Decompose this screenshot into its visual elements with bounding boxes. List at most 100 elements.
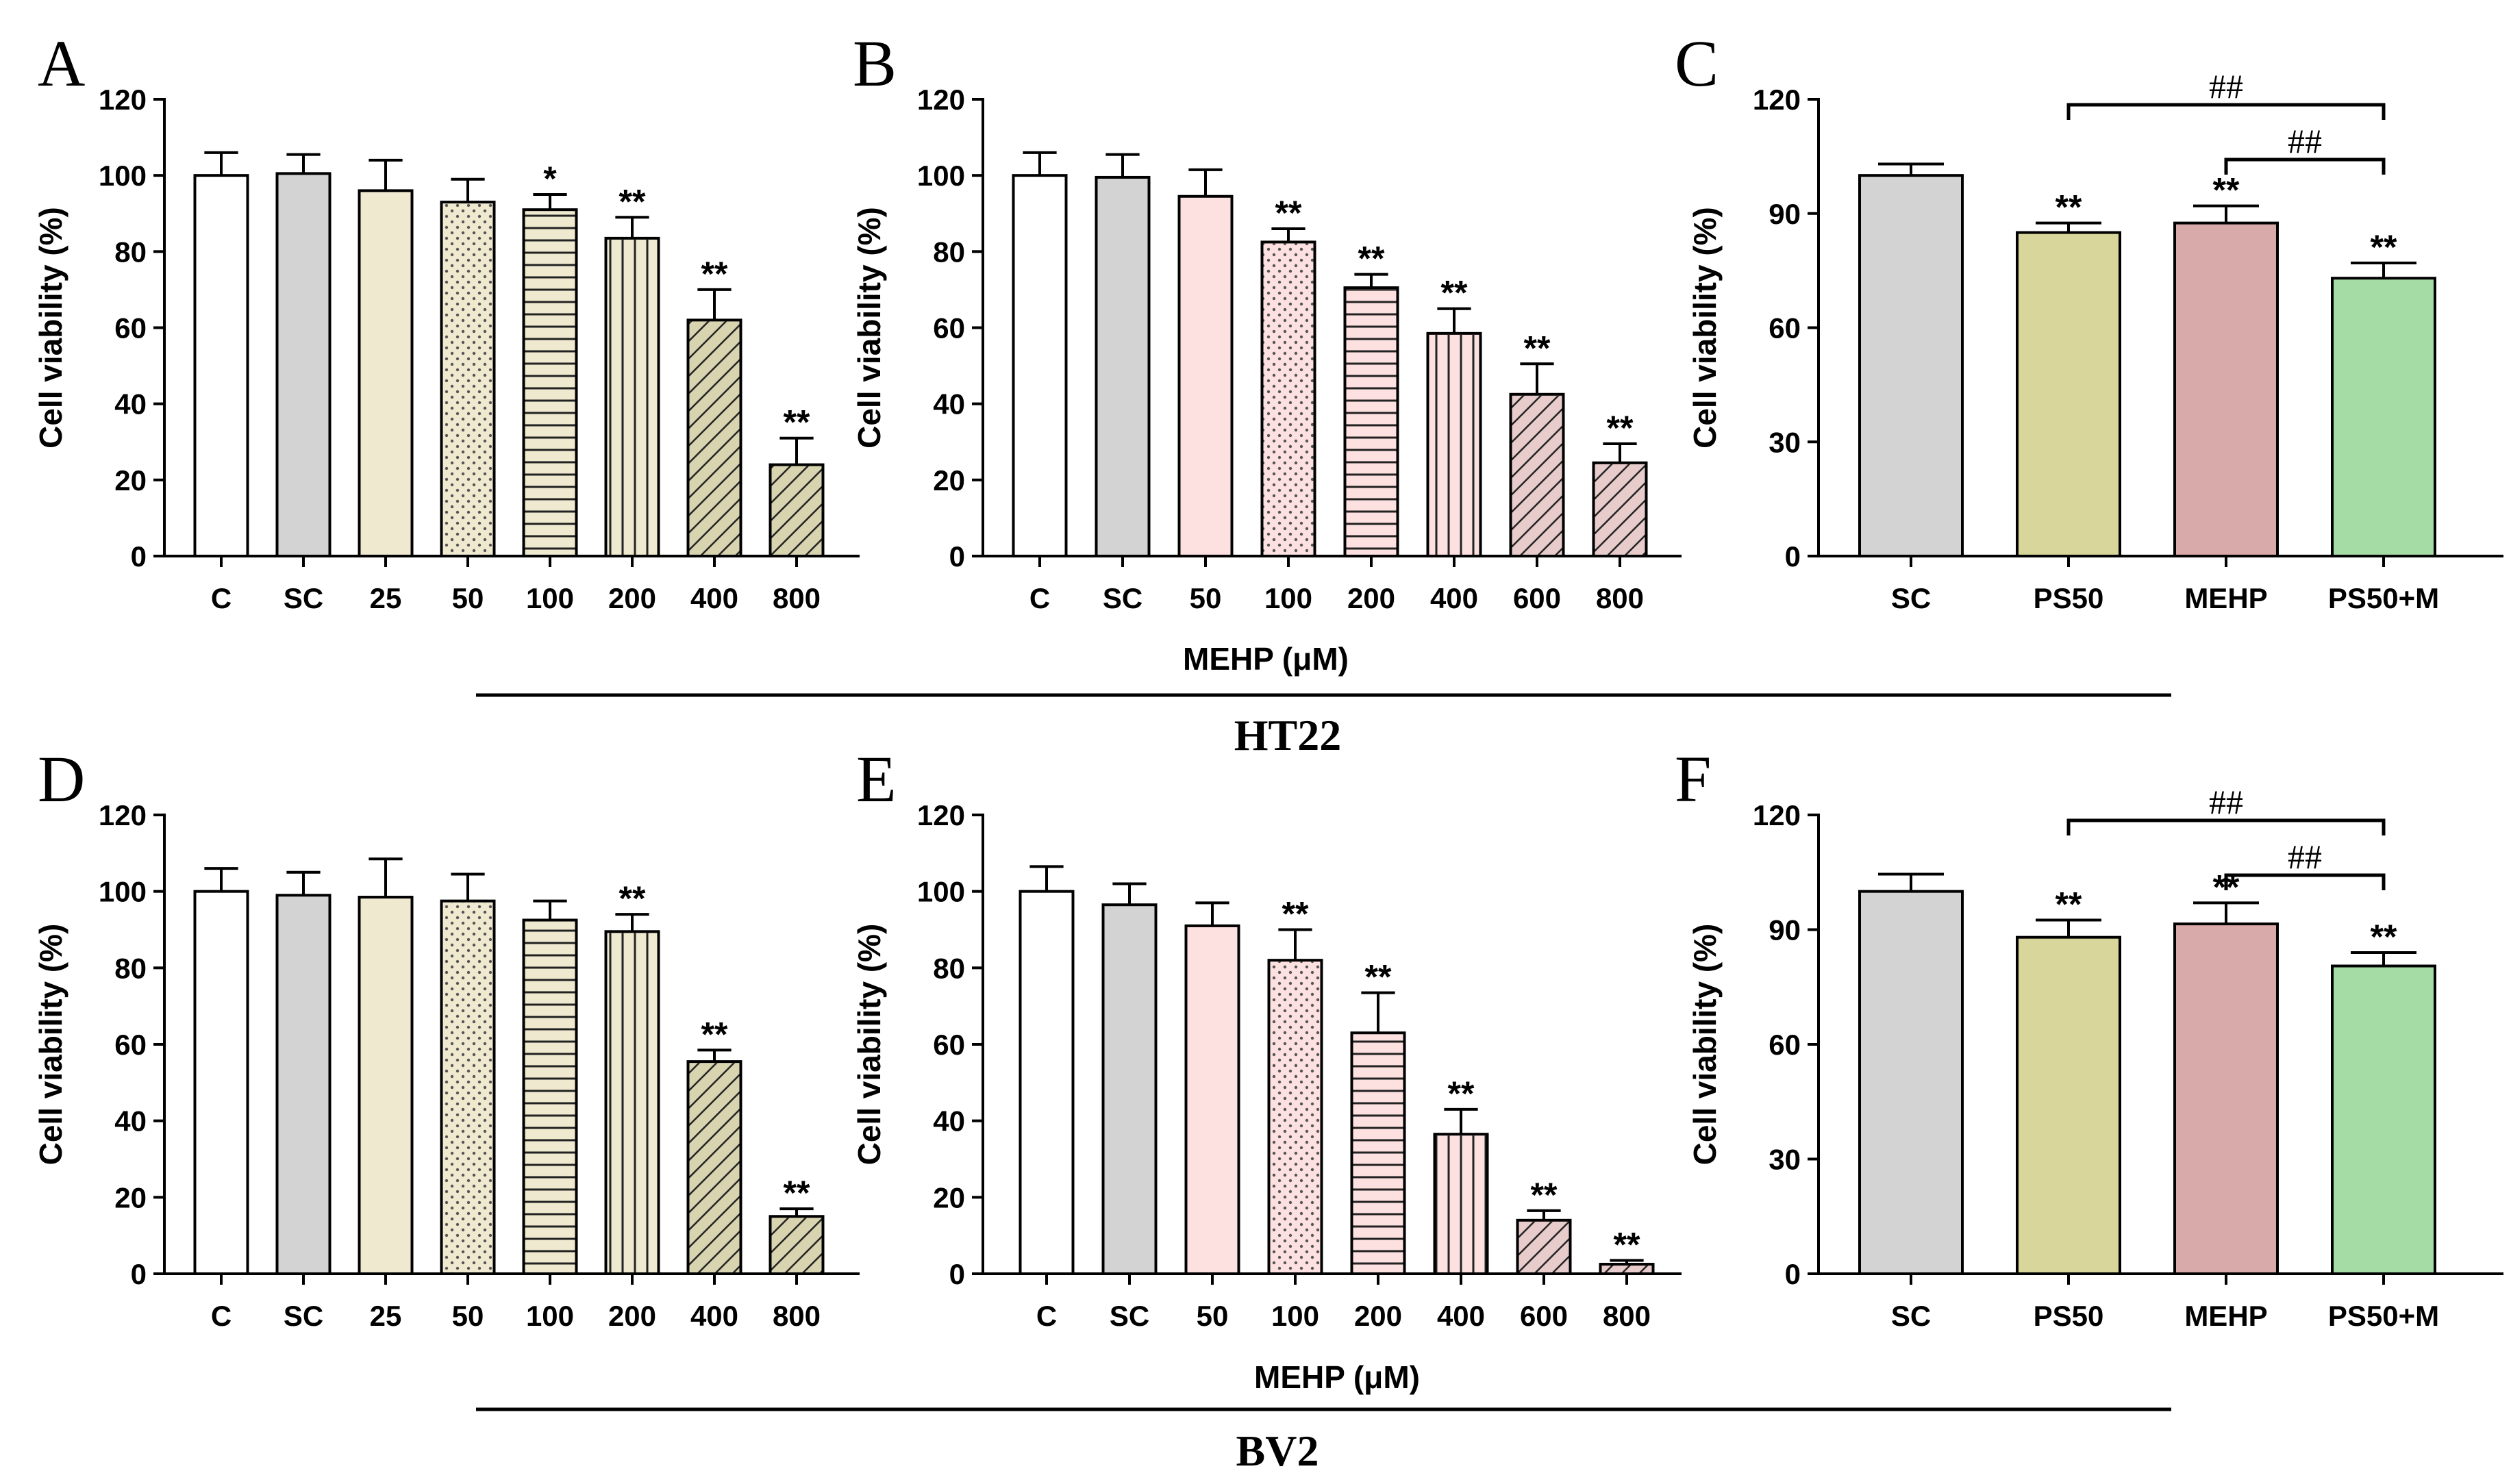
bar-pattern <box>689 321 740 555</box>
significance-mark: ** <box>784 403 810 442</box>
x-tick-label: 100 <box>1271 1300 1319 1332</box>
bar-pattern <box>1601 1266 1652 1272</box>
x-tick-label: 50 <box>1190 582 1222 614</box>
y-tick-label: 90 <box>1769 198 1801 230</box>
bar-pattern <box>1512 395 1562 555</box>
comparison-bracket <box>2224 873 2386 890</box>
bar <box>193 890 249 1275</box>
comparison-label: ## <box>2209 67 2243 105</box>
x-tick-label: 25 <box>370 582 402 614</box>
y-tick-label: 120 <box>99 799 147 831</box>
x-tick-label: 400 <box>690 582 738 614</box>
bar <box>1177 194 1234 557</box>
significance-mark: ** <box>1441 274 1468 312</box>
bar <box>2173 922 2279 1275</box>
bar <box>2016 231 2121 557</box>
panel-e: E Cell viability (%) 0 20 40 60 80 100 120 C SC 50 *… <box>851 742 1682 1332</box>
panel-letter: B <box>853 27 897 100</box>
y-tick-label: 80 <box>114 236 147 268</box>
y-tick-label: 20 <box>114 1181 147 1213</box>
x-tick-label: SC <box>284 582 323 614</box>
x-tick-label: 200 <box>608 582 656 614</box>
significance-mark: ** <box>1275 194 1302 232</box>
y-tick-label: 60 <box>933 1029 965 1061</box>
y-tick-label: 0 <box>131 540 147 573</box>
y-tick-label: 80 <box>114 952 147 984</box>
x-tick-label: 50 <box>1197 1300 1229 1332</box>
significance-mark: ** <box>701 255 728 293</box>
y-tick-label: 100 <box>917 876 965 908</box>
bar-pattern <box>525 211 575 555</box>
x-tick-label: PS50 <box>2034 1300 2104 1332</box>
x-tick-label: 400 <box>1430 582 1478 614</box>
panel-letter: F <box>1675 742 1711 816</box>
significance-mark: ** <box>1365 958 1392 996</box>
bar-pattern <box>442 203 493 555</box>
comparison-label: ## <box>2288 122 2322 160</box>
x-tick-label: MEHP <box>2184 1300 2267 1332</box>
bar <box>193 174 249 557</box>
bar <box>358 896 414 1275</box>
y-tick-label: 60 <box>1769 1029 1801 1061</box>
significance-mark: ** <box>1358 240 1385 278</box>
y-tick-label: 80 <box>933 236 965 268</box>
bar <box>1095 175 1151 557</box>
x-tick-label: SC <box>1891 582 1931 614</box>
bar-pattern <box>1519 1221 1569 1272</box>
x-tick-label: 800 <box>773 1300 821 1332</box>
y-tick-label: 120 <box>99 84 147 116</box>
x-tick-label: C <box>211 1300 232 1332</box>
panel-d: D Cell viability (%) 0 20 40 60 80 100 120 C SC 25 5… <box>33 742 860 1332</box>
y-tick-label: 40 <box>114 388 147 420</box>
y-tick-label: 100 <box>99 876 147 908</box>
y-tick-label: 90 <box>1769 914 1801 946</box>
x-tick-label: C <box>211 582 232 614</box>
y-tick-label: 0 <box>1785 540 1801 573</box>
significance-mark: ** <box>1282 895 1309 933</box>
bar <box>1858 890 1964 1275</box>
comparison-label: ## <box>2209 783 2243 821</box>
x-tick-label: 400 <box>690 1300 738 1332</box>
shared-xlabel-top: MEHP (μM) <box>1183 641 1349 677</box>
bar <box>1184 924 1240 1275</box>
panel-f: F Cell viability (%) 0 30 60 90 120 SC ** PS50 ** M… <box>1675 742 2503 1332</box>
bar-pattern <box>442 902 493 1272</box>
x-tick-label: 200 <box>1354 1300 1402 1332</box>
y-tick-label: 80 <box>933 952 965 984</box>
panel-letter: C <box>1675 27 1719 100</box>
panel-b: B Cell viability (%) 0 20 40 60 80 100 120 C SC 50 *… <box>851 27 1682 614</box>
significance-mark: ** <box>619 879 646 918</box>
y-axis-title: Cell viability (%) <box>33 207 68 449</box>
comparison-label: ## <box>2288 838 2322 876</box>
bar-pattern <box>1346 289 1397 555</box>
x-tick-label: C <box>1036 1300 1057 1332</box>
y-axis-title: Cell viability (%) <box>851 207 887 449</box>
y-tick-label: 0 <box>949 540 965 573</box>
y-tick-label: 120 <box>1753 84 1801 116</box>
group-label-bottom: BV2 <box>1236 1426 1319 1475</box>
bar <box>275 172 332 557</box>
panel-letter: D <box>38 742 85 816</box>
panel-letter: E <box>856 742 897 816</box>
y-tick-label: 20 <box>114 464 147 496</box>
bar <box>2173 221 2279 557</box>
x-tick-label: SC <box>1103 582 1142 614</box>
significance-mark: ** <box>1531 1176 1558 1214</box>
bar <box>2331 964 2436 1275</box>
x-tick-label: 50 <box>452 582 484 614</box>
x-tick-label: 100 <box>1264 582 1312 614</box>
x-tick-label: 800 <box>1603 1300 1651 1332</box>
bar-pattern <box>607 933 658 1272</box>
bar <box>2016 935 2121 1275</box>
x-tick-label: 600 <box>1513 582 1561 614</box>
y-tick-label: 120 <box>1753 799 1801 831</box>
bar-pattern <box>689 1063 740 1272</box>
panel-c: C Cell viability (%) 0 30 60 90 120 SC ** PS50 ** M… <box>1675 27 2503 614</box>
bar-pattern <box>771 1218 822 1272</box>
bar <box>1858 174 1964 557</box>
y-axis-title: Cell viability (%) <box>1687 924 1723 1166</box>
bar-pattern <box>607 239 658 555</box>
bar <box>1101 903 1158 1276</box>
x-tick-label: 400 <box>1437 1300 1485 1332</box>
